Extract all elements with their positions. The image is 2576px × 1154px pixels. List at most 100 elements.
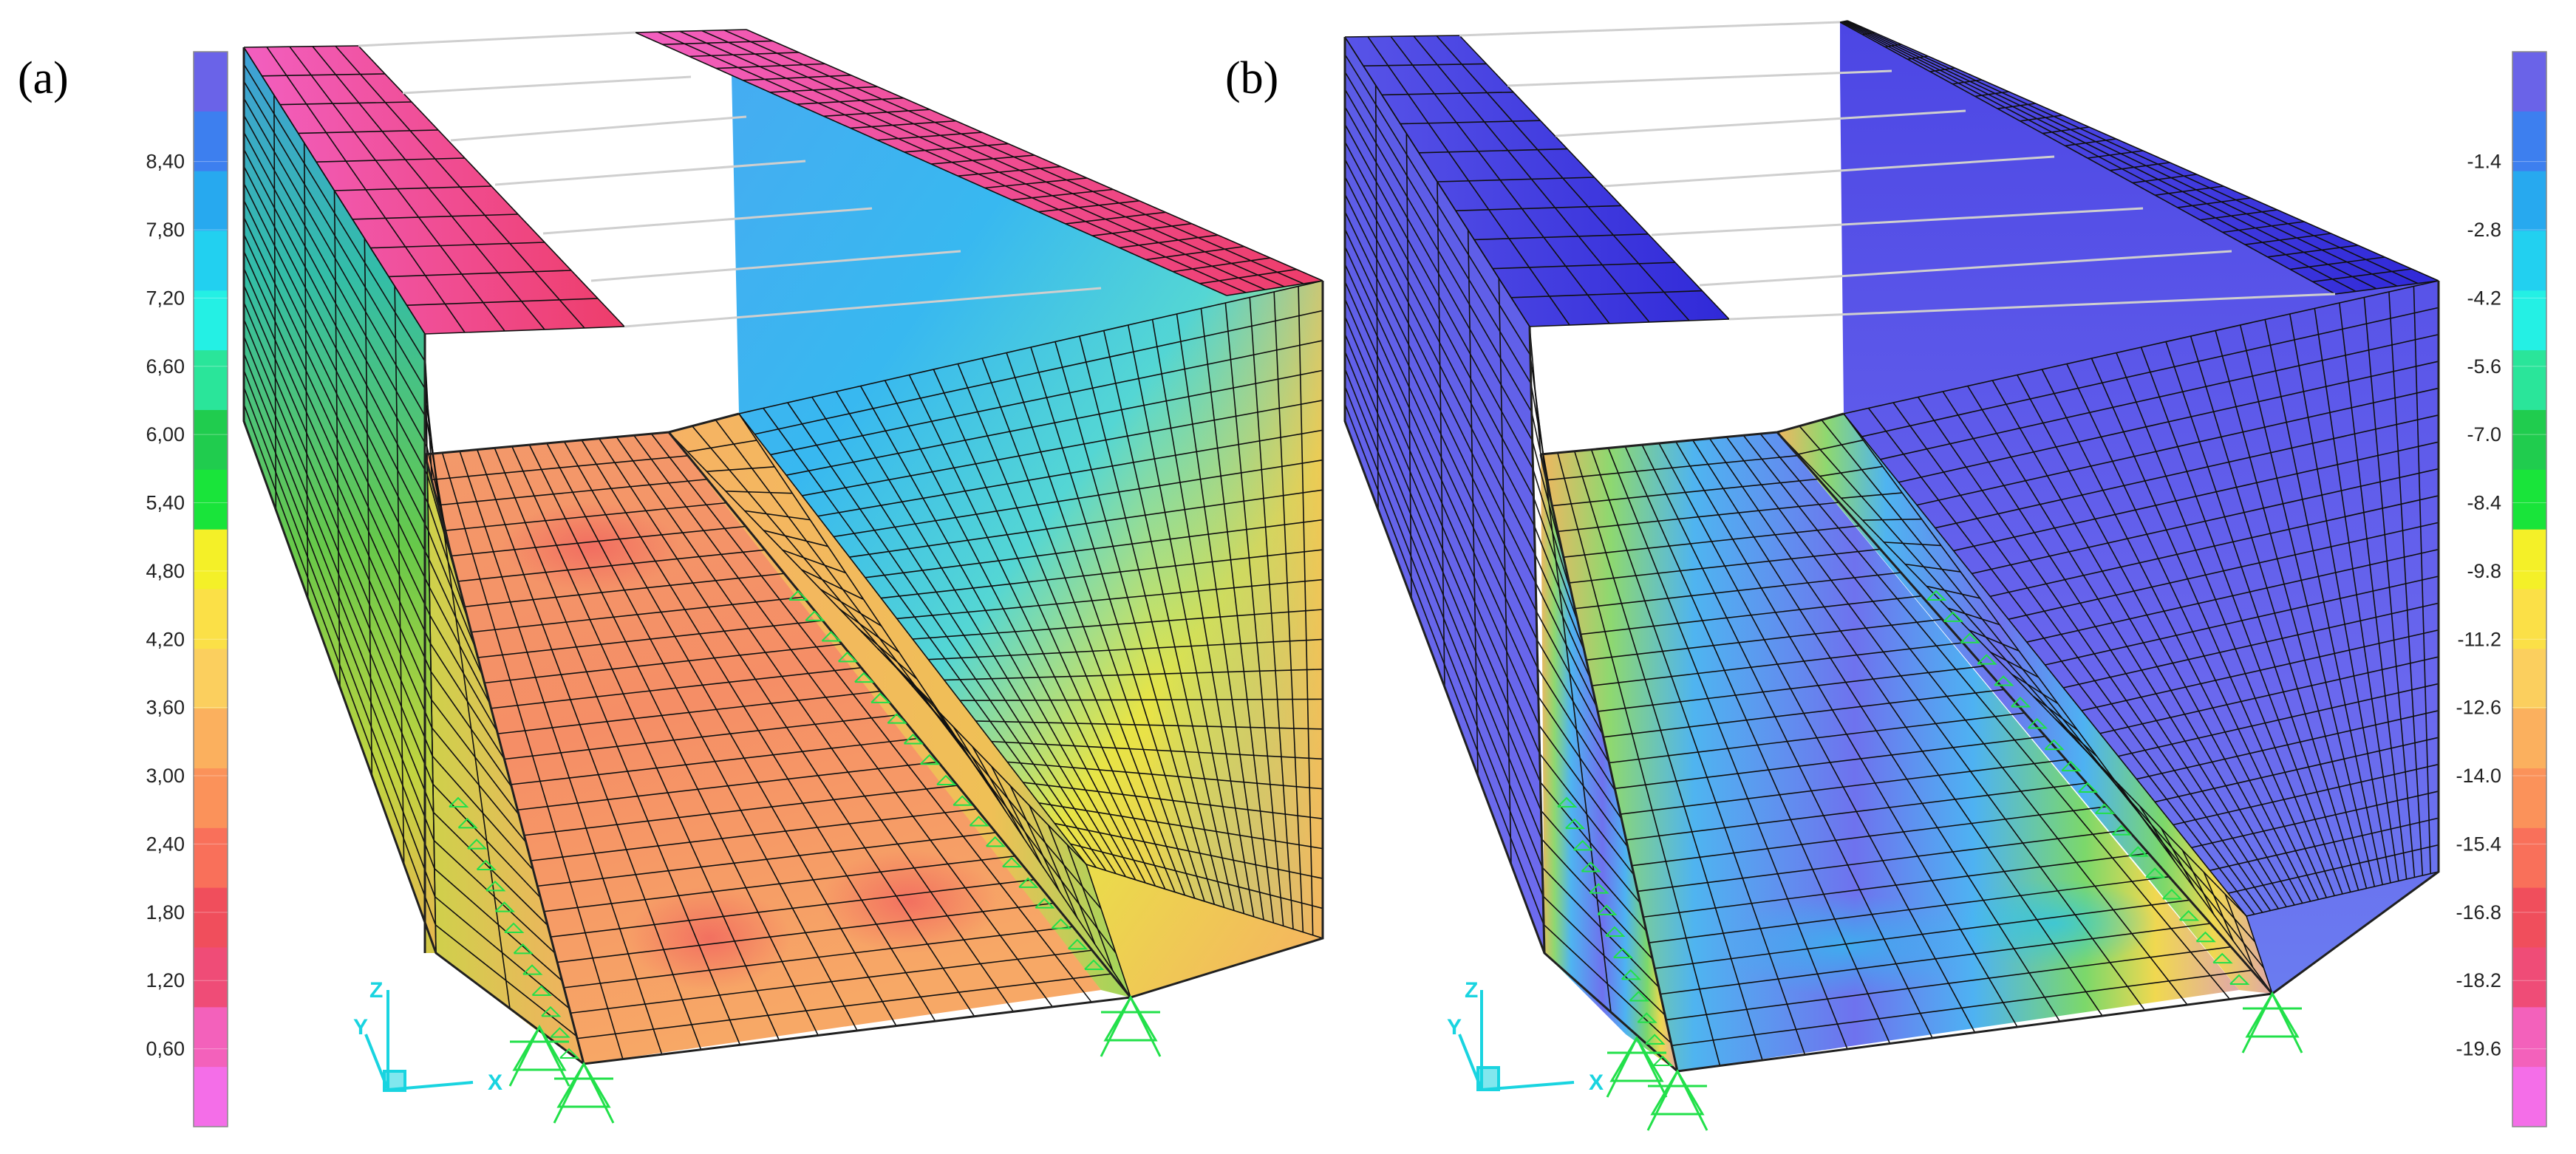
support-marker: [522, 964, 543, 975]
mesh-line: [865, 519, 1323, 578]
mesh-line: [243, 148, 429, 503]
scale-label: 8,40: [146, 151, 185, 173]
support-marker: [550, 1027, 570, 1038]
mesh-line: [429, 643, 505, 759]
mesh-line: [504, 714, 900, 760]
mesh-line: [1344, 351, 1543, 840]
panel-b-top-flange-right: [1840, 21, 2439, 294]
mesh-line: [972, 746, 1025, 839]
scale-label: -14.0: [2456, 765, 2501, 787]
mesh-line: [444, 502, 727, 531]
mesh-line: [2075, 740, 2117, 784]
scale-swatch: [194, 1007, 228, 1068]
scale-swatch: [2512, 1007, 2546, 1068]
mesh-line: [1620, 759, 2066, 815]
mesh-line: [1344, 228, 1538, 641]
mesh-line: [1344, 159, 1536, 527]
panel-b: (b) -1.4 -2.8 -4.2 -5.6 -7.0 -8.4 -9.8 -11.2 -12…: [1225, 20, 2547, 1131]
mesh-line: [431, 699, 519, 815]
scale-swatch: [2512, 52, 2546, 112]
support-marker: [953, 795, 973, 806]
mesh-line: [1532, 468, 1572, 595]
mesh-line: [1929, 67, 1955, 72]
support-marker: [805, 610, 825, 621]
mesh-line: [802, 400, 1323, 496]
mesh-line: [738, 280, 1323, 414]
mesh-line: [243, 335, 435, 813]
support-marker: [457, 817, 478, 829]
panel-b-blue-spot-1: [1729, 894, 1966, 997]
support-marker: [920, 754, 941, 765]
mesh-line: [2160, 827, 2195, 889]
panel-a-hotspot-2: [820, 850, 998, 953]
mesh-line: [763, 530, 828, 547]
support-marker: [969, 816, 989, 827]
mesh-line: [1344, 54, 1531, 355]
mesh-line: [2063, 602, 2439, 689]
mesh-line: [1558, 502, 1839, 533]
mesh-line: [243, 318, 434, 785]
scale-swatch: [194, 589, 228, 649]
support-icon: [2241, 991, 2303, 1054]
scale-swatch: [194, 111, 228, 172]
mesh-line: [2042, 126, 2090, 134]
mesh-line: [1632, 805, 2108, 867]
mesh-line: [428, 530, 477, 649]
scale-swatch: [2512, 709, 2546, 769]
mesh-line: [430, 671, 512, 788]
mesh-line: [1536, 611, 1604, 735]
mesh-line: [1492, 262, 1676, 270]
support-marker: [2128, 846, 2149, 857]
scale-label: 1,80: [146, 901, 185, 923]
mesh-line: [2139, 805, 2175, 863]
support-marker: [449, 796, 469, 808]
mesh-line: [896, 578, 1323, 620]
panel-b-color-scale: -1.4 -2.8 -4.2 -5.6 -7.0 -8.4 -9.8 -11.2 -12.6 -1…: [2456, 51, 2547, 1127]
mesh-line: [1798, 439, 1864, 455]
mesh-line: [1862, 518, 1922, 521]
support-marker: [985, 836, 1006, 847]
mesh-line: [2222, 221, 2305, 233]
mesh-line: [770, 340, 1323, 456]
mesh-line: [1344, 141, 1535, 498]
mesh-line: [243, 182, 430, 560]
support-marker: [2145, 867, 2166, 878]
scale-swatch: [2512, 469, 2546, 530]
mesh-line: [1575, 572, 1901, 610]
mesh-line: [511, 737, 919, 785]
mesh-line: [1007, 761, 1323, 790]
scale-swatch: [2512, 231, 2546, 291]
support-marker: [1597, 904, 1618, 915]
scale-label: 3,60: [146, 697, 185, 719]
mesh-line: [1070, 843, 1323, 909]
panel-a-color-scale: 8,40 7,80 7,20 6,60 6,00 5,40 4,80 4,20 3,60 3,00…: [146, 51, 228, 1127]
mesh-line: [1649, 875, 2170, 943]
mesh-line: [1533, 497, 1579, 623]
mesh-line: [464, 573, 785, 608]
support-marker: [2212, 952, 2233, 964]
mesh-line: [433, 840, 556, 954]
support-marker: [936, 774, 957, 785]
mesh-line: [1542, 895, 1666, 1016]
mesh-line: [849, 489, 1323, 558]
mesh-line: [2200, 209, 2277, 221]
mesh-line: [1569, 548, 1881, 584]
mesh-line: [491, 666, 862, 709]
mesh-line: [2099, 656, 2439, 734]
mesh-line: [432, 783, 541, 898]
support-marker: [1613, 947, 1634, 959]
mesh-line: [243, 98, 427, 419]
support-marker: [2078, 782, 2099, 793]
mesh-line: [877, 132, 983, 141]
mesh-line: [432, 755, 534, 871]
mesh-line: [1119, 234, 1219, 249]
mesh-line: [958, 165, 1061, 177]
mesh-line: [1066, 844, 1114, 972]
mesh-line: [991, 740, 1323, 760]
mesh-line: [1092, 222, 1192, 236]
mesh-line: [243, 267, 432, 700]
scale-swatch: [194, 231, 228, 291]
scale-swatch: [2512, 768, 2546, 829]
mesh-line: [2203, 872, 2235, 941]
